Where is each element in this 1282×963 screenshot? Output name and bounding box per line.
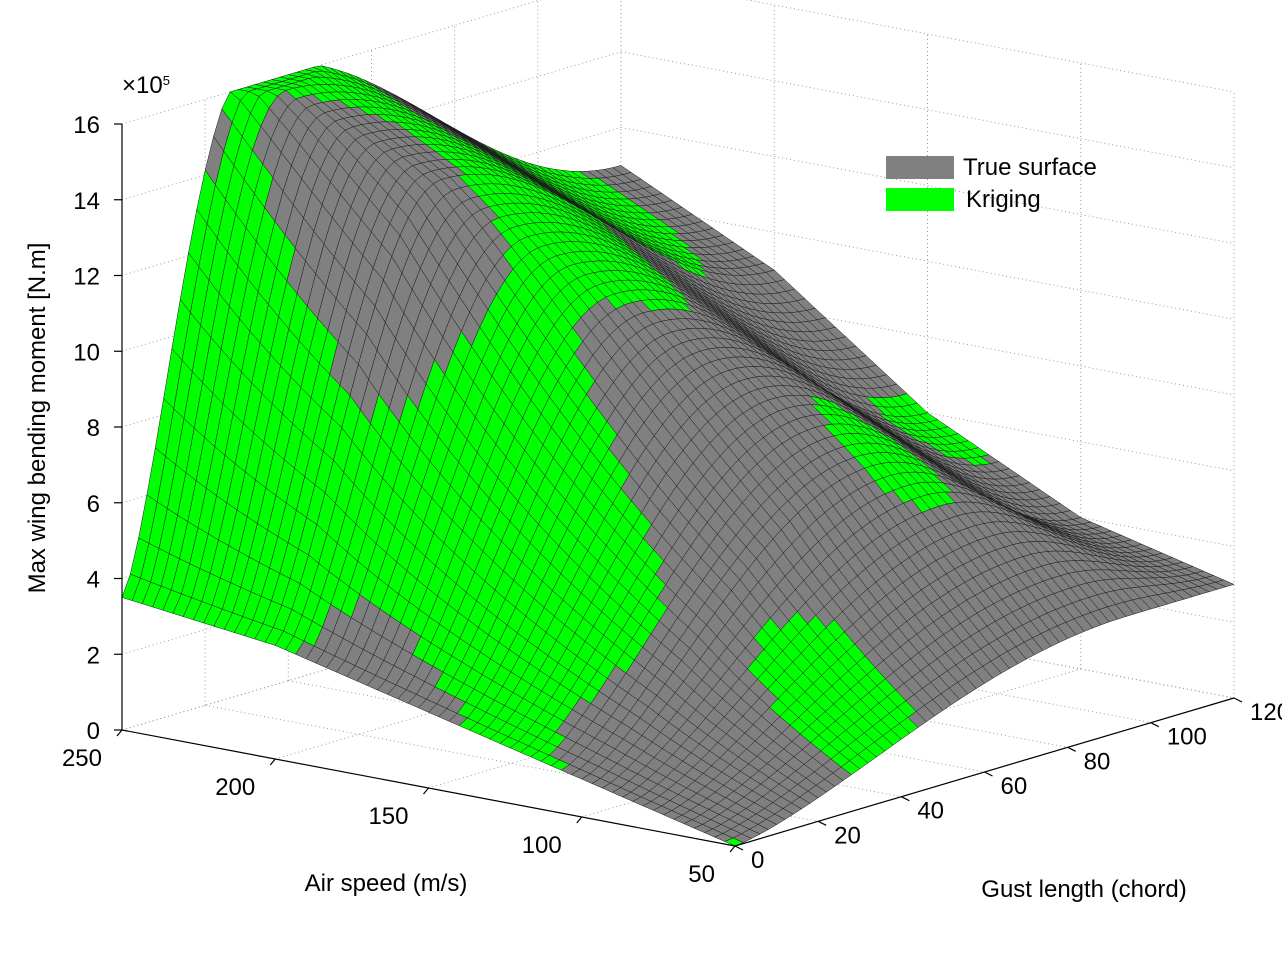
y-tick-label: 100 xyxy=(1167,724,1207,751)
y-tick xyxy=(734,845,744,851)
legend-swatch-true-surface xyxy=(886,156,954,179)
kriging-surface-patch xyxy=(724,837,744,847)
z-axis-label: Max wing bending moment [N.m] xyxy=(24,243,51,594)
x-tick-label: 50 xyxy=(688,861,715,888)
legend-swatch-kriging xyxy=(886,188,954,211)
y-tick xyxy=(1150,722,1160,728)
y-tick-label: 0 xyxy=(751,847,764,874)
z-tick-label: 8 xyxy=(87,415,100,442)
x-tick xyxy=(269,758,276,766)
z-tick-label: 6 xyxy=(87,491,100,518)
y-axis-label: Gust length (chord) xyxy=(981,876,1186,903)
z-tick-label: 16 xyxy=(73,112,100,139)
y-tick-label: 20 xyxy=(834,822,861,849)
grid-line-z xyxy=(620,51,1235,169)
z-tick-label: 12 xyxy=(73,264,100,291)
z-exponent-label: ×105 xyxy=(122,72,170,99)
y-tick-label: 40 xyxy=(917,798,944,825)
x-axis-label: Air speed (m/s) xyxy=(305,870,468,897)
tick-labels: 0 2 4 6 8 10 12 14 16 250 200 150 100 50 0 20 40 60 80 100 1… xyxy=(62,112,1282,888)
y-tick xyxy=(1233,697,1243,703)
y-tick-label: 80 xyxy=(1084,748,1111,775)
x-tick-label: 100 xyxy=(522,832,562,859)
grid-line-z xyxy=(121,0,542,125)
y-tick xyxy=(901,796,910,802)
z-tick-label: 4 xyxy=(87,567,100,594)
legend: True surface Kriging xyxy=(886,154,1097,213)
y-tick xyxy=(817,820,827,826)
x-tick-label: 150 xyxy=(368,803,408,830)
z-tick-label: 10 xyxy=(73,339,100,366)
x-tick xyxy=(423,787,429,795)
y-tick xyxy=(984,771,993,777)
x-tick xyxy=(116,729,123,737)
z-tick-label: 14 xyxy=(73,188,100,215)
x-tick-label: 250 xyxy=(62,745,102,772)
y-tick-label: 60 xyxy=(1001,773,1028,800)
z-tick-label: 2 xyxy=(87,642,100,669)
z-tick-label: 0 xyxy=(87,718,100,745)
x-tick-label: 200 xyxy=(215,774,255,801)
x-tick xyxy=(729,845,736,853)
x-tick xyxy=(576,816,583,824)
y-tick-label: 120 xyxy=(1250,699,1282,726)
legend-label-kriging: Kriging xyxy=(966,186,1041,213)
grid-line-z xyxy=(745,0,1235,93)
axes xyxy=(114,123,1243,853)
surface-mesh xyxy=(121,65,1235,847)
y-tick xyxy=(1067,746,1076,752)
grid-line-z xyxy=(620,127,1235,244)
legend-label-true-surface: True surface xyxy=(963,154,1097,181)
